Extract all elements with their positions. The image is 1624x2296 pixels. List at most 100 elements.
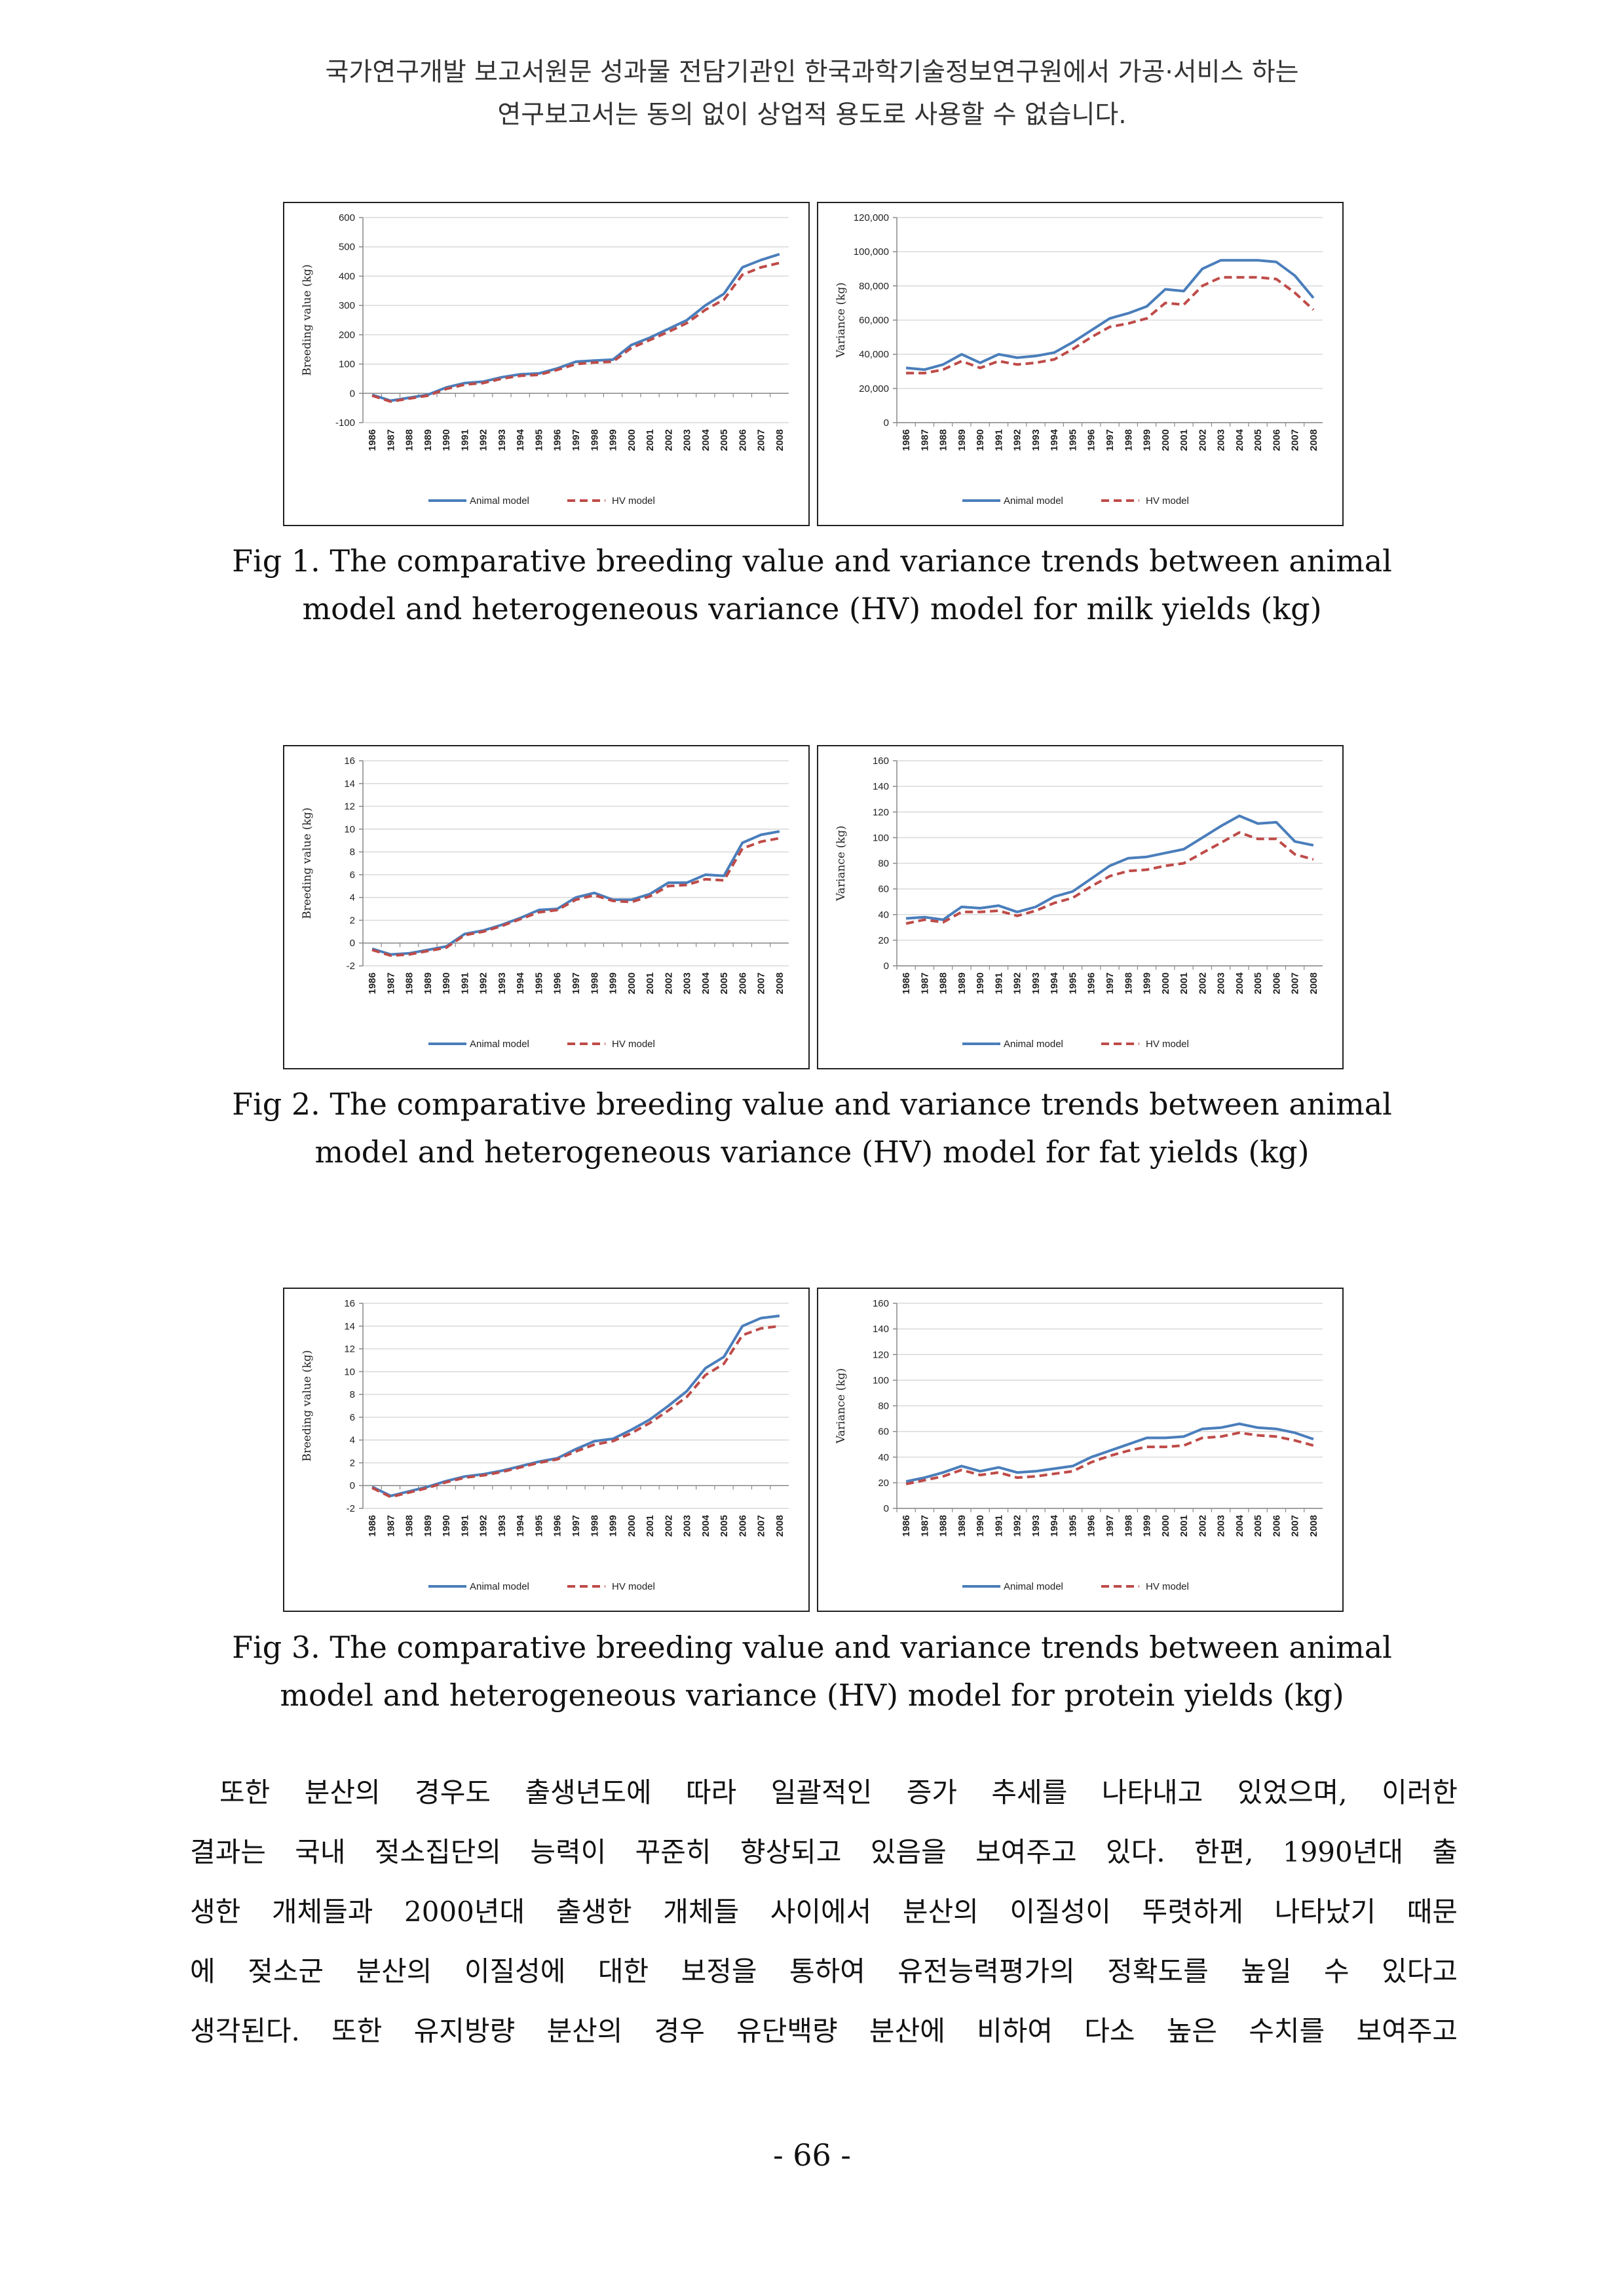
x-tick-label: 1996 bbox=[552, 429, 563, 451]
fig2-caption-line-1: Fig 2. The comparative breeding value an… bbox=[232, 1086, 1392, 1122]
x-tick-label: 1989 bbox=[956, 1515, 968, 1537]
x-tick-label: 2000 bbox=[626, 429, 637, 451]
x-tick-label: 1994 bbox=[515, 972, 526, 994]
x-tick-label: 1991 bbox=[459, 972, 470, 994]
x-tick-label: 2004 bbox=[1234, 1514, 1245, 1537]
x-tick-label: 1999 bbox=[608, 972, 619, 994]
chart-svg: 0 20,000 40,000 60,000 80,000 100,000 120,000 1… bbox=[835, 212, 1323, 507]
y-tick-label: -100 bbox=[335, 417, 355, 429]
x-tick-label: 2001 bbox=[1179, 1515, 1190, 1537]
body-paragraph: 또한 분산의 경우도 출생년도에 따라 일괄적인 증가 추세를 나타내고 있었으… bbox=[190, 1763, 1458, 2061]
x-tick-label: 1994 bbox=[1049, 972, 1060, 994]
animal-model-line bbox=[371, 252, 780, 402]
body-line: 또한 분산의 경우도 출생년도에 따라 일괄적인 증가 추세를 나타내고 있었으… bbox=[219, 1776, 1458, 1808]
x-tick-label: 2003 bbox=[682, 429, 693, 451]
y-tick-label: 40,000 bbox=[859, 349, 889, 360]
x-tick-label: 2005 bbox=[1253, 1515, 1264, 1537]
x-tick-label: 2002 bbox=[1197, 429, 1208, 451]
x-tick-label: 1991 bbox=[459, 429, 470, 451]
fig1-caption-line-2: model and heterogeneous variance (HV) mo… bbox=[302, 591, 1322, 626]
x-tick-label: 2008 bbox=[774, 1515, 785, 1537]
x-tick-label: 1989 bbox=[423, 972, 434, 994]
x-tick-label: 1998 bbox=[589, 972, 600, 994]
x-tick-label: 2000 bbox=[626, 972, 637, 994]
y-tick-label: 300 bbox=[339, 300, 355, 311]
x-tick-label: 1995 bbox=[1067, 1515, 1078, 1537]
x-tick-label: 1997 bbox=[571, 429, 582, 451]
y-tick-label: 60,000 bbox=[859, 315, 889, 326]
x-tick-label: 1997 bbox=[1105, 429, 1116, 451]
x-tick-label: 2006 bbox=[737, 972, 748, 994]
x-tick-label: 1999 bbox=[608, 429, 619, 451]
x-tick-label: 1988 bbox=[938, 972, 949, 994]
x-tick-label: 1987 bbox=[919, 429, 930, 451]
x-tick-label: 2001 bbox=[1179, 972, 1190, 994]
y-tick-label: 20,000 bbox=[859, 383, 889, 394]
x-tick-label: 2008 bbox=[1308, 972, 1319, 994]
y-tick-label: -2 bbox=[347, 961, 355, 972]
y-tick-label: 100 bbox=[339, 359, 355, 370]
x-tick-label: 2002 bbox=[663, 429, 674, 451]
x-tick-label: 1998 bbox=[1123, 1515, 1134, 1537]
x-tick-label: 1997 bbox=[571, 972, 582, 994]
animal-model-line bbox=[371, 830, 780, 956]
x-tick-label: 1986 bbox=[901, 429, 912, 451]
y-tick-label: 20 bbox=[878, 935, 889, 946]
x-tick-label: 1993 bbox=[1030, 429, 1042, 451]
y-tick-label: 120 bbox=[873, 807, 889, 818]
y-tick-label: 80,000 bbox=[859, 280, 889, 292]
x-tick-label: 2000 bbox=[1160, 429, 1171, 451]
x-tick-label: 2002 bbox=[1197, 1515, 1208, 1537]
fig3-caption: Fig 3. The comparative breeding value an… bbox=[0, 1624, 1624, 1719]
x-tick-label: 1990 bbox=[975, 1515, 986, 1537]
fig2-breeding-value-chart: -2 0 2 4 6 8 10 12 14 16 1986 1987 1988 1989 1990 1991 1… bbox=[283, 745, 810, 1069]
y-tick-label: 0 bbox=[884, 417, 889, 429]
x-tick-label: 2006 bbox=[1271, 1515, 1282, 1537]
x-tick-label: 1993 bbox=[1030, 972, 1042, 994]
x-tick-label: 2007 bbox=[1290, 429, 1301, 451]
fig3-breeding-value-chart: -2 0 2 4 6 8 10 12 14 16 1986 1987 1988 1989 1990 1991 1… bbox=[283, 1288, 810, 1612]
x-tick-label: 1995 bbox=[533, 429, 544, 451]
fig3-caption-line-2: model and heterogeneous variance (HV) mo… bbox=[280, 1677, 1344, 1713]
x-tick-label: 1992 bbox=[478, 972, 489, 994]
x-tick-label: 1989 bbox=[423, 429, 434, 451]
x-tick-label: 1994 bbox=[1049, 429, 1060, 451]
x-tick-label: 1996 bbox=[552, 972, 563, 994]
x-tick-label: 2005 bbox=[719, 1515, 730, 1537]
body-line: 생각된다. 또한 유지방량 분산의 경우 유단백량 분산에 비하여 다소 높은 … bbox=[190, 2015, 1458, 2047]
chart-svg: -100 0 100 200 300 400 500 600 1986 1987 1988 1989 1… bbox=[301, 212, 789, 507]
x-tick-label: 1987 bbox=[919, 972, 930, 994]
y-tick-label: 60 bbox=[878, 884, 889, 895]
x-tick-label: 2003 bbox=[682, 972, 693, 994]
x-tick-label: 1986 bbox=[367, 1515, 378, 1537]
chart-svg: -2 0 2 4 6 8 10 12 14 16 1986 1987 1988 1989 1990 1991 1… bbox=[301, 756, 789, 1050]
x-tick-label: 2001 bbox=[1179, 429, 1190, 451]
body-line: 생한 개체들과 2000년대 출생한 개체들 사이에서 분산의 이질성이 뚜렷하… bbox=[190, 1896, 1458, 1928]
y-axis-label: Variance (kg) bbox=[835, 826, 848, 902]
x-tick-label: 2006 bbox=[737, 429, 748, 451]
fig2-variance-chart: 0 20 40 60 80 100 120 140 160 1986 1987 1988 1989 199… bbox=[817, 745, 1344, 1069]
x-tick-label: 1988 bbox=[404, 1515, 415, 1537]
y-tick-label: 80 bbox=[878, 858, 889, 870]
fig2-caption-line-2: model and heterogeneous variance (HV) mo… bbox=[314, 1134, 1310, 1170]
x-tick-label: 1987 bbox=[385, 1515, 396, 1537]
x-tick-label: 2007 bbox=[756, 972, 767, 994]
x-tick-label: 2003 bbox=[1216, 429, 1227, 451]
x-tick-label: 2002 bbox=[1197, 972, 1208, 994]
x-tick-label: 2004 bbox=[700, 429, 711, 451]
x-tick-label: 2000 bbox=[1160, 1515, 1171, 1537]
body-line: 에 젖소군 분산의 이질성에 대한 보정을 통하여 유전능력평가의 정확도를 높… bbox=[190, 1955, 1458, 1987]
hv-model-line bbox=[905, 1431, 1314, 1485]
x-tick-label: 1988 bbox=[938, 429, 949, 451]
fig1-variance-chart: 0 20,000 40,000 60,000 80,000 100,000 120,000 1… bbox=[817, 202, 1344, 526]
x-tick-label: 1992 bbox=[478, 1515, 489, 1537]
y-tick-label: 16 bbox=[344, 756, 355, 767]
x-tick-label: 1989 bbox=[956, 429, 968, 451]
y-tick-label: 8 bbox=[350, 847, 355, 858]
x-tick-label: 1992 bbox=[478, 429, 489, 451]
fig2-caption: Fig 2. The comparative breeding value an… bbox=[0, 1081, 1624, 1176]
y-tick-label: 160 bbox=[873, 756, 889, 767]
x-tick-label: 2006 bbox=[737, 1515, 748, 1537]
y-tick-label: 2 bbox=[350, 1457, 355, 1468]
notice-line-1: 국가연구개발 보고서원문 성과물 전담기관인 한국과학기술정보연구원에서 가공·… bbox=[325, 58, 1299, 87]
